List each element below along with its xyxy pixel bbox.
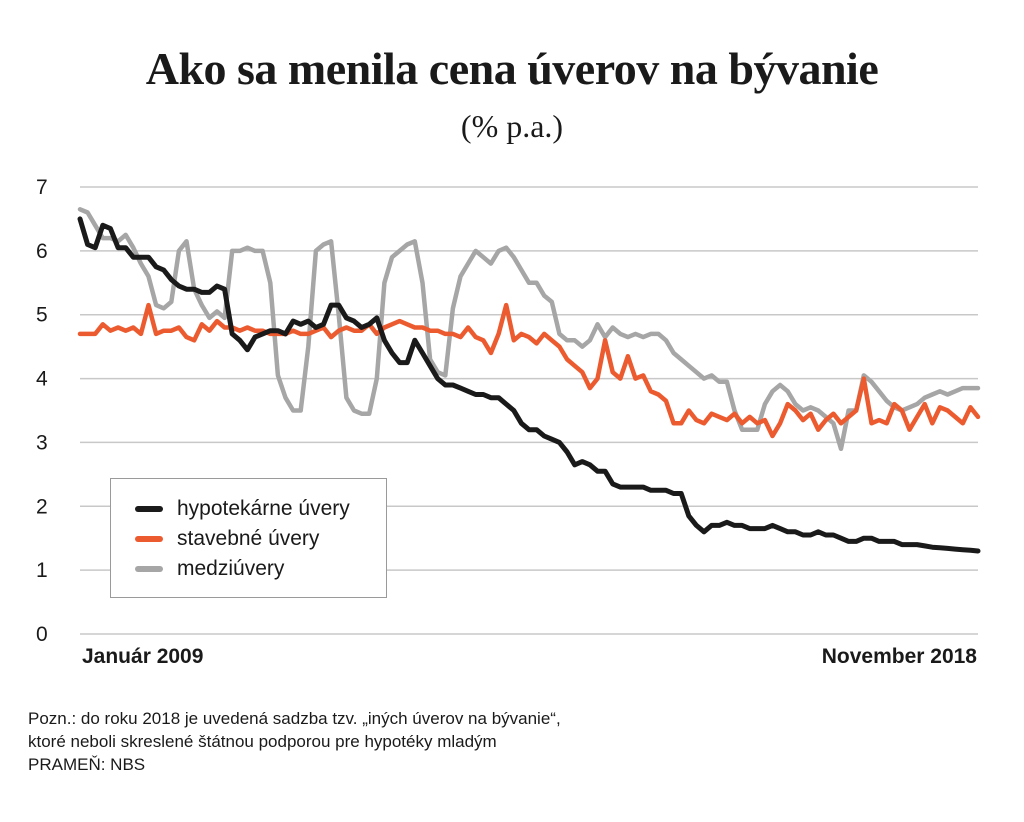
legend-label-medziuvery: medziúvery — [177, 557, 285, 580]
chart-title: Ako sa menila cena úverov na bývanie — [145, 43, 879, 94]
source-label: PRAMEŇ: NBS — [28, 755, 146, 774]
y-tick-label: 3 — [36, 431, 48, 454]
series-lines — [77, 207, 981, 554]
x-axis-start-label: Január 2009 — [82, 645, 204, 668]
legend-label-hypotekarne: hypotekárne úvery — [177, 497, 350, 520]
y-tick-label: 0 — [36, 623, 48, 646]
legend-swatch-stavebne — [135, 536, 163, 542]
legend-label-stavebne: stavebné úvery — [177, 527, 320, 550]
legend-item-medziuvery: medziúvery — [135, 557, 284, 581]
x-axis-end-label: November 2018 — [821, 645, 977, 668]
chart-subtitle: (% p.a.) — [460, 108, 564, 144]
legend-item-hypotekarne: hypotekárne úvery — [135, 497, 350, 521]
chart-legend: hypotekárne úvery stavebné úvery medziúv… — [110, 478, 387, 598]
y-tick-label: 6 — [36, 240, 48, 263]
series-line-hypotekarne — [77, 216, 981, 554]
legend-swatch-hypotekarne — [135, 506, 163, 512]
series-line-medziuvery — [77, 207, 981, 452]
y-tick-label: 2 — [36, 495, 48, 518]
legend-swatch-medziuvery — [135, 566, 163, 572]
series-line-stavebne — [77, 302, 981, 439]
footnote: Pozn.: do roku 2018 je uvedená sadzba tz… — [28, 707, 561, 776]
footnote-line-1: Pozn.: do roku 2018 je uvedená sadzba tz… — [28, 709, 561, 728]
legend-item-stavebne: stavebné úvery — [135, 527, 319, 551]
y-tick-label: 4 — [36, 368, 48, 391]
y-tick-label: 1 — [36, 559, 48, 582]
footnote-line-2: ktoré neboli skreslené štátnou podporou … — [28, 732, 497, 751]
y-axis-tick-labels: 0 1 2 3 4 5 6 7 — [36, 176, 48, 646]
y-tick-label: 7 — [36, 176, 48, 199]
y-tick-label: 5 — [36, 304, 48, 327]
